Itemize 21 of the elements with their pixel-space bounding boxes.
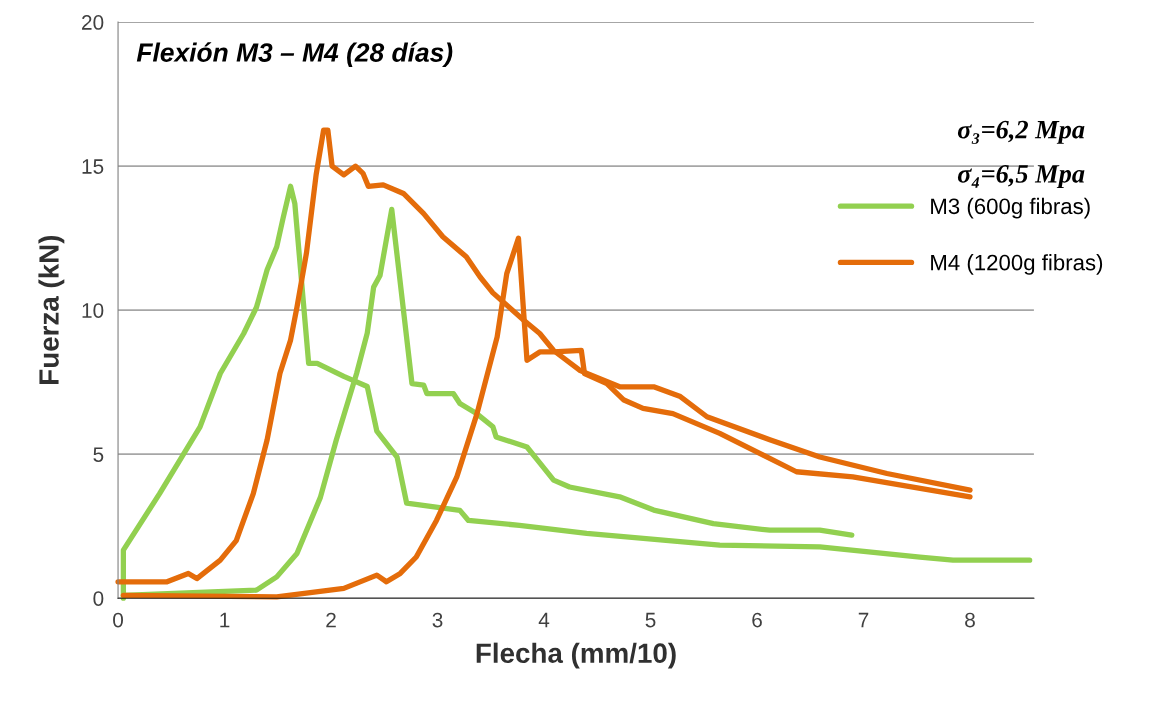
x-tick-label: 7 [858, 612, 869, 628]
y-tick-label: 0 [93, 591, 104, 606]
x-tick-label: 2 [326, 612, 336, 628]
y-tick-label: 15 [82, 159, 104, 174]
y-tick-label: 5 [93, 447, 104, 462]
annotation: σ₄=6,5 Mpa [957, 164, 1085, 189]
y-tick-label: 20 [82, 15, 104, 30]
x-tick-label: 4 [538, 612, 550, 628]
x-tick-label: 8 [965, 612, 975, 628]
text: Flexión M3 – M4 (28 días) [136, 42, 453, 68]
x-axis-title: Flecha (mm/10) [476, 642, 676, 669]
x-tick-label: 0 [113, 612, 124, 628]
annotation: σ₃=6,2 Mpa [957, 120, 1085, 144]
y-tick-label: 10 [82, 303, 104, 318]
x-tick-label: 6 [752, 612, 762, 628]
x-tick-label: 3 [432, 612, 443, 628]
y-axis-title: Fuerza (kN) [38, 235, 65, 384]
legend-label: M4 (1200g fibras) [931, 254, 1103, 275]
x-tick-label: 5 [645, 612, 656, 628]
legend-label: M3 (600g fibras) [931, 197, 1090, 219]
x-tick-label: 1 [220, 612, 230, 628]
